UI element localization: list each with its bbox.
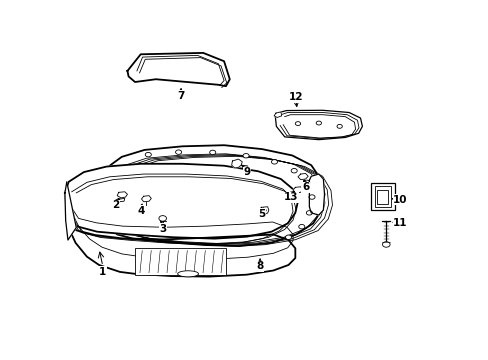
Polygon shape <box>309 174 324 215</box>
Text: 1: 1 <box>99 267 106 277</box>
Circle shape <box>159 216 166 221</box>
Circle shape <box>262 209 265 212</box>
Ellipse shape <box>177 271 198 277</box>
Text: 6: 6 <box>301 183 308 192</box>
Text: 12: 12 <box>288 92 303 102</box>
Polygon shape <box>292 187 302 193</box>
Circle shape <box>285 235 291 239</box>
Text: 7: 7 <box>177 91 184 101</box>
Polygon shape <box>104 145 324 246</box>
Text: 5: 5 <box>258 209 265 219</box>
Polygon shape <box>65 182 76 240</box>
Text: 9: 9 <box>243 167 250 177</box>
Polygon shape <box>65 197 295 276</box>
Circle shape <box>295 122 300 126</box>
Text: 11: 11 <box>392 219 407 228</box>
Circle shape <box>175 150 181 154</box>
Text: 2: 2 <box>112 201 120 210</box>
Polygon shape <box>274 112 281 117</box>
Text: 8: 8 <box>256 261 263 271</box>
Polygon shape <box>231 159 242 168</box>
Text: 13: 13 <box>284 192 298 202</box>
Polygon shape <box>127 53 229 86</box>
Text: 3: 3 <box>159 224 166 234</box>
Circle shape <box>303 180 309 185</box>
Polygon shape <box>141 195 151 202</box>
Bar <box>370 183 394 210</box>
Circle shape <box>209 150 215 155</box>
Circle shape <box>290 168 297 173</box>
Polygon shape <box>117 192 127 198</box>
Circle shape <box>298 225 304 229</box>
Text: 4: 4 <box>137 206 144 216</box>
Bar <box>135 248 225 275</box>
Bar <box>374 186 390 207</box>
Polygon shape <box>119 198 124 202</box>
Circle shape <box>305 211 312 215</box>
Circle shape <box>316 121 321 125</box>
Text: 10: 10 <box>392 195 407 205</box>
Circle shape <box>308 195 314 199</box>
Polygon shape <box>275 110 362 140</box>
Circle shape <box>336 125 342 128</box>
Polygon shape <box>65 164 297 239</box>
Polygon shape <box>297 174 307 180</box>
Circle shape <box>243 153 248 158</box>
Bar <box>376 190 387 204</box>
Circle shape <box>382 242 389 247</box>
Polygon shape <box>260 207 268 214</box>
Circle shape <box>271 159 277 164</box>
Circle shape <box>145 152 151 157</box>
